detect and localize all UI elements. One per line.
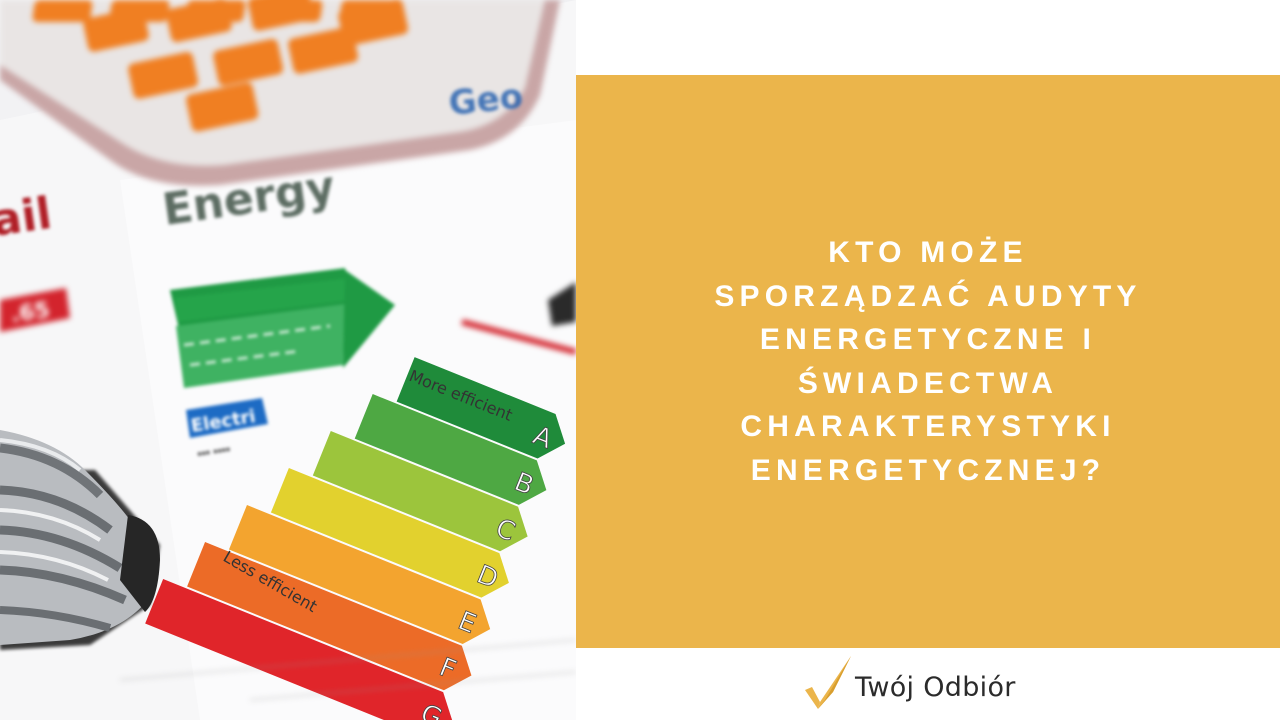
title-line: SPORZĄDZAĆ AUDYTY <box>714 279 1142 313</box>
checkmark-icon <box>805 656 851 709</box>
hero-photo: Energy Geo ail .65 Electri ▪▪▪ ▪▪▪▪ <box>0 0 576 720</box>
title-line: ŚWIADECTWA <box>797 366 1059 400</box>
calculator-image <box>0 0 560 186</box>
svg-text:▪▪▪ ▪▪▪▪: ▪▪▪ ▪▪▪▪ <box>196 442 231 461</box>
svg-text:ail: ail <box>0 188 55 247</box>
title-line: CHARAKTERYSTYKI <box>740 410 1116 443</box>
title-line: ENERGETYCZNE I <box>759 323 1097 356</box>
energy-scale: A B C D E F G More efficient Less effici… <box>145 357 566 720</box>
title-line: KTO MOŻE <box>828 236 1028 269</box>
light-bulb-image <box>0 430 160 650</box>
brand-logo: Twój Odbiór <box>803 652 1016 714</box>
title-line: ENERGETYCZNEJ? <box>750 453 1106 487</box>
brand-name: Twój Odbiór <box>855 671 1016 703</box>
svg-text:Geo: Geo <box>447 76 525 124</box>
svg-text:.65: .65 <box>9 298 51 328</box>
energy-rating-box <box>170 268 395 388</box>
energy-label-illustration: Energy Geo ail .65 Electri ▪▪▪ ▪▪▪▪ <box>0 0 576 720</box>
headline-panel: KTO MOŻE SPORZĄDZAĆ AUDYTY ENERGETYCZNE … <box>576 75 1280 648</box>
page-title: KTO MOŻE SPORZĄDZAĆ AUDYTY ENERGETYCZNE … <box>714 231 1141 492</box>
